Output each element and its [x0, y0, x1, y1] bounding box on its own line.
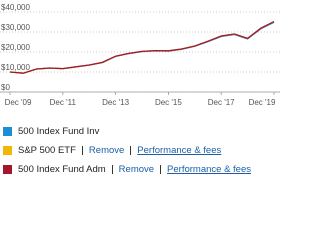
- y-tick-label: $30,000: [1, 23, 30, 32]
- y-tick-label: $0: [1, 83, 10, 92]
- series-line: [9, 21, 275, 74]
- page: $0 $10,000 $20,000 $30,000 $40,000 Dec '09 Dec…: [0, 3, 282, 179]
- separator: [160, 165, 162, 174]
- series-line: [9, 21, 275, 74]
- legend-swatch: [3, 146, 12, 155]
- legend: 500 Index Fund Inv S&P 500 ETF Remove Perfo…: [0, 122, 282, 179]
- y-tick-label: $40,000: [1, 3, 30, 12]
- x-tick-label: Dec '17: [208, 98, 235, 107]
- y-tick-label: $10,000: [1, 63, 30, 72]
- y-tick-label: $20,000: [1, 43, 30, 52]
- x-tick-label: Dec '13: [102, 98, 129, 107]
- chart: $0 $10,000 $20,000 $30,000 $40,000 Dec '09 Dec…: [0, 3, 280, 107]
- separator: [111, 165, 113, 174]
- legend-item: 500 Index Fund Adm Remove Performance & fe…: [0, 160, 282, 179]
- x-tick-label: Dec '11: [50, 98, 77, 107]
- legend-label: 500 Index Fund Adm: [18, 164, 106, 175]
- remove-link[interactable]: Remove: [88, 145, 125, 156]
- performance-link[interactable]: Performance & fees: [137, 145, 222, 156]
- separator: [81, 146, 83, 155]
- legend-item: 500 Index Fund Inv: [0, 122, 282, 141]
- x-tick-label: Dec '15: [155, 98, 182, 107]
- series-line: [9, 21, 275, 74]
- legend-label: S&P 500 ETF: [18, 145, 76, 156]
- legend-swatch: [3, 165, 12, 174]
- separator: [130, 146, 132, 155]
- legend-swatch: [3, 127, 12, 136]
- x-tick-label: Dec '19: [249, 98, 276, 107]
- performance-link[interactable]: Performance & fees: [167, 164, 252, 175]
- legend-label: 500 Index Fund Inv: [18, 126, 100, 137]
- legend-item: S&P 500 ETF Remove Performance & fees: [0, 141, 282, 160]
- remove-link[interactable]: Remove: [118, 164, 155, 175]
- x-tick-label: Dec '09: [5, 98, 32, 107]
